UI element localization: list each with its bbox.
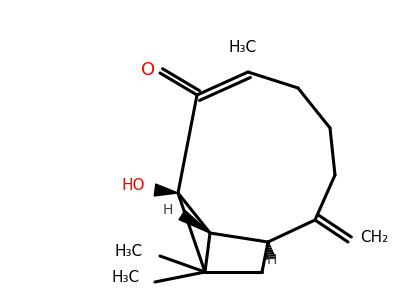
Polygon shape [154,184,178,196]
Text: H₃C: H₃C [115,244,143,259]
Text: H: H [163,203,173,217]
Text: HO: HO [121,178,145,193]
Text: H₃C: H₃C [112,271,140,286]
Text: CH₂: CH₂ [360,230,388,245]
Polygon shape [179,210,210,233]
Text: O: O [141,61,155,79]
Text: H: H [267,253,277,267]
Text: H₃C: H₃C [229,40,257,55]
